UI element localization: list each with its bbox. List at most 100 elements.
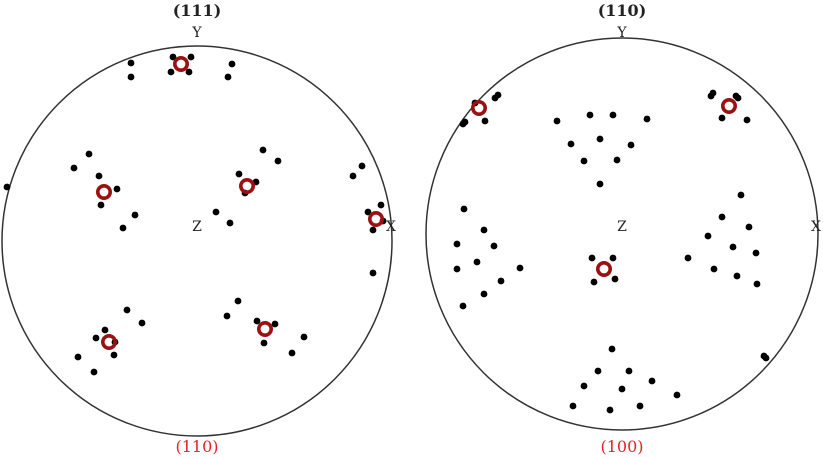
pole-point (377, 201, 385, 209)
highlighted-pole-ring (720, 98, 737, 115)
pole-point (110, 351, 118, 359)
pole-point (259, 146, 267, 154)
pole-point (85, 150, 93, 158)
pole-point (453, 265, 461, 273)
pole-point (369, 269, 377, 277)
pole-point (223, 312, 231, 320)
pole-point (97, 201, 105, 209)
highlighted-pole-ring (239, 178, 256, 195)
pole-point (569, 402, 577, 410)
pole-point (271, 320, 279, 328)
pole-figure-left-z-label: Z (192, 219, 202, 235)
pole-point (733, 272, 741, 280)
pole-point (718, 213, 726, 221)
pole-point (480, 226, 488, 234)
pole-point (611, 275, 619, 283)
pole-figure-left-y-label: Y (191, 25, 202, 41)
pole-figure-left: (111) Y Z X (110) (1, 1, 396, 456)
pole-point (625, 367, 633, 375)
pole-point (627, 141, 635, 149)
pole-point (491, 94, 499, 102)
pole-point (228, 60, 236, 68)
pole-point (594, 367, 602, 375)
pole-point (461, 118, 469, 126)
pole-point (113, 185, 121, 193)
pole-point (743, 116, 751, 124)
pole-point (737, 191, 745, 199)
highlighted-pole-ring (595, 260, 612, 277)
pole-point (74, 353, 82, 361)
pole-figure-right-y-label: Y (616, 25, 627, 41)
pole-point (90, 368, 98, 376)
pole-figure-right-x-label: X (811, 219, 821, 235)
pole-point (127, 73, 135, 81)
pole-point (70, 164, 78, 172)
pole-figure-right-marks (453, 89, 770, 414)
pole-point (92, 334, 100, 342)
pole-point (224, 73, 232, 81)
pole-point (234, 297, 242, 305)
pole-figure-left-marks (3, 53, 387, 376)
pole-point (226, 219, 234, 227)
pole-point (138, 319, 146, 327)
highlighted-pole-ring (256, 320, 273, 337)
pole-point (618, 385, 626, 393)
pole-point (567, 140, 575, 148)
pole-point (127, 59, 135, 67)
pole-point (119, 224, 127, 232)
pole-point (3, 183, 11, 191)
pole-point (300, 333, 308, 341)
pole-point (643, 115, 651, 123)
pole-figure-left-outline (1, 45, 393, 437)
pole-point (358, 162, 366, 170)
pole-point (608, 345, 616, 353)
pole-point (553, 117, 561, 125)
pole-point (131, 211, 139, 219)
pole-point (490, 242, 498, 250)
highlighted-pole-ring (96, 184, 113, 201)
highlighted-pole-ring (367, 211, 384, 228)
pole-point (481, 117, 489, 125)
pole-point (123, 306, 131, 314)
pole-point (453, 240, 461, 248)
pole-point (753, 280, 761, 288)
pole-point (288, 349, 296, 357)
pole-point (752, 249, 760, 257)
highlighted-pole-ring (173, 55, 190, 72)
pole-point (684, 254, 692, 262)
highlighted-pole-ring (470, 100, 487, 117)
pole-point (253, 317, 261, 325)
pole-point (609, 111, 617, 119)
pole-point (497, 277, 505, 285)
pole-point (673, 391, 681, 399)
pole-point (167, 68, 175, 76)
pole-point (95, 172, 103, 180)
pole-point (580, 382, 588, 390)
pole-point (596, 135, 604, 143)
pole-point (516, 264, 524, 272)
pole-point (349, 172, 357, 180)
pole-point (609, 254, 617, 262)
pole-point (588, 254, 596, 262)
pole-point (710, 265, 718, 273)
pole-point (364, 208, 372, 216)
pole-point (734, 94, 742, 102)
pole-figure-left-x-label: X (386, 219, 396, 235)
pole-point (590, 278, 598, 286)
pole-figure-right-outline (425, 37, 819, 431)
pole-point (636, 402, 644, 410)
pole-point (480, 290, 488, 298)
pole-point (707, 92, 715, 100)
pole-figure-right-caption: (100) (600, 437, 643, 456)
pole-point (101, 326, 109, 334)
pole-figure-right-title: (110) (598, 1, 647, 20)
pole-point (586, 111, 594, 119)
pole-point (648, 377, 656, 385)
pole-point (580, 157, 588, 165)
pole-figure-left-title: (111) (173, 1, 222, 20)
highlighted-pole-ring (101, 333, 118, 350)
pole-point (729, 243, 737, 251)
pole-point (718, 114, 726, 122)
pole-point (606, 406, 614, 414)
